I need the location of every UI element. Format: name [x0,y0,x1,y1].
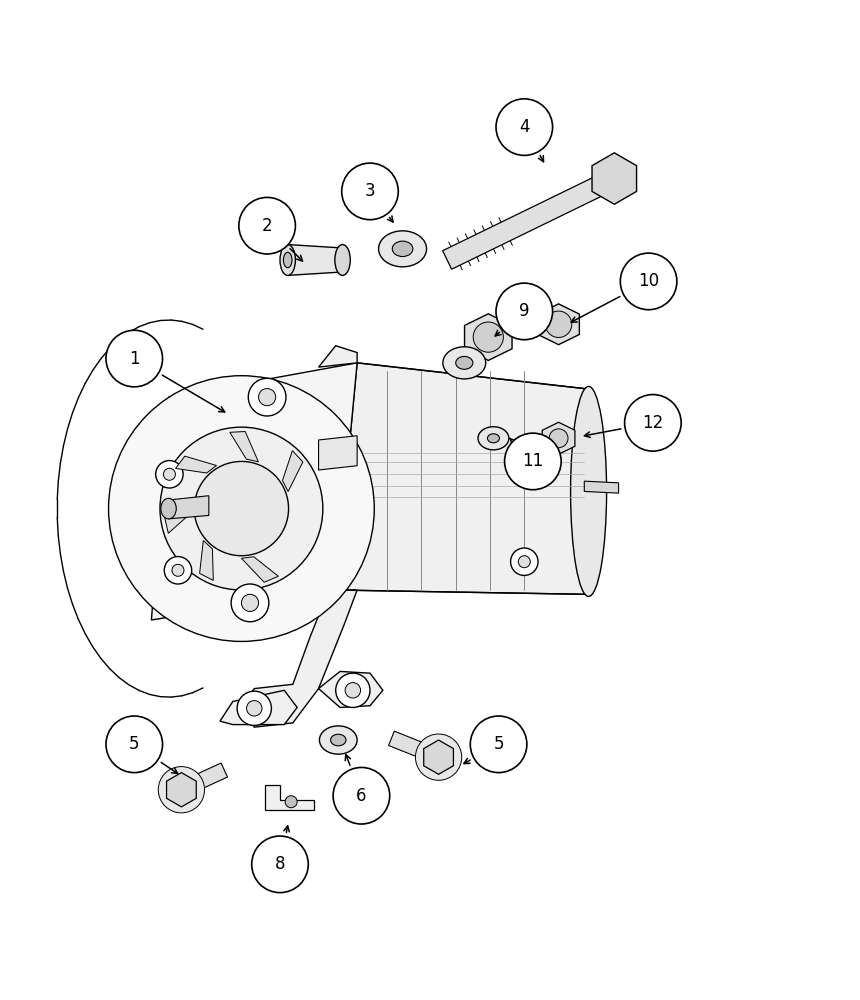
Circle shape [496,99,553,155]
Ellipse shape [488,434,500,443]
Circle shape [239,197,296,254]
Circle shape [333,767,390,824]
Polygon shape [335,363,584,594]
Ellipse shape [319,726,357,754]
Polygon shape [266,785,314,810]
Circle shape [545,311,572,337]
Circle shape [341,163,398,220]
Circle shape [249,378,286,416]
Ellipse shape [330,734,346,746]
Circle shape [237,691,272,725]
Polygon shape [165,500,193,533]
Ellipse shape [456,356,473,369]
Polygon shape [151,363,357,620]
Circle shape [259,389,276,406]
Circle shape [335,673,370,707]
Polygon shape [443,169,619,269]
Ellipse shape [443,347,486,379]
Text: 8: 8 [274,855,286,873]
Polygon shape [288,245,342,275]
Text: 12: 12 [642,414,664,432]
Circle shape [415,734,462,780]
Polygon shape [464,314,512,360]
Circle shape [550,429,568,448]
Circle shape [160,427,322,590]
Circle shape [106,716,163,773]
Circle shape [470,716,527,773]
Text: 11: 11 [522,452,544,470]
Polygon shape [318,671,383,707]
Circle shape [496,283,553,340]
Ellipse shape [161,498,176,519]
Circle shape [172,564,184,576]
Ellipse shape [335,245,350,275]
Polygon shape [169,496,209,519]
Polygon shape [389,731,441,764]
Polygon shape [200,541,213,580]
Polygon shape [318,436,357,470]
Ellipse shape [478,427,509,450]
Circle shape [194,461,289,556]
Polygon shape [178,763,228,797]
Polygon shape [175,456,217,473]
Circle shape [519,556,531,568]
Ellipse shape [280,245,296,275]
Circle shape [231,584,269,622]
Polygon shape [242,590,357,727]
Text: 3: 3 [365,182,375,200]
Text: 2: 2 [261,217,273,235]
Circle shape [108,376,374,641]
Circle shape [106,330,163,387]
Polygon shape [543,422,575,454]
Polygon shape [424,740,453,774]
Circle shape [505,433,562,490]
Ellipse shape [378,231,427,267]
Polygon shape [318,346,357,367]
Text: 5: 5 [129,735,139,753]
Text: 6: 6 [356,787,366,805]
Circle shape [163,468,175,480]
Circle shape [252,836,308,893]
Ellipse shape [284,252,292,268]
Circle shape [620,253,677,310]
Circle shape [164,557,192,584]
Circle shape [286,796,298,808]
Circle shape [511,548,538,575]
Text: 5: 5 [494,735,504,753]
Polygon shape [167,773,196,807]
Polygon shape [230,432,258,462]
Circle shape [156,461,183,488]
Circle shape [242,594,259,611]
Circle shape [624,395,681,451]
Ellipse shape [570,386,606,596]
Polygon shape [584,481,618,493]
Text: 10: 10 [638,272,659,290]
Circle shape [473,322,503,352]
Polygon shape [282,451,303,492]
Circle shape [158,767,205,813]
Text: 4: 4 [519,118,530,136]
Text: 9: 9 [519,302,530,320]
Polygon shape [538,304,580,345]
Polygon shape [592,153,636,204]
Polygon shape [220,690,298,725]
Circle shape [247,701,262,716]
Ellipse shape [392,241,413,257]
Polygon shape [242,557,279,582]
Circle shape [345,683,360,698]
Text: 1: 1 [129,350,139,368]
